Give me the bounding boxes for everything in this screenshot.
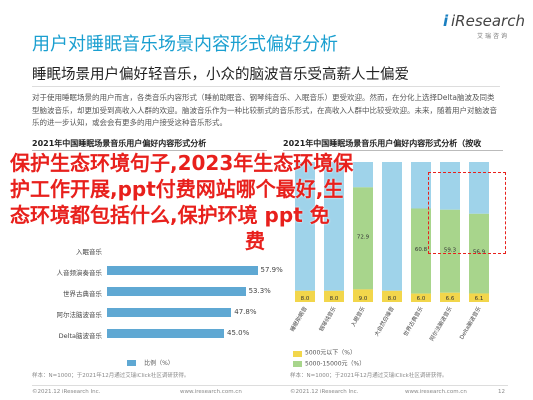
right-bar-low-value: 9.0 <box>359 296 368 302</box>
right-bar-mid-income <box>440 209 460 293</box>
left-bar <box>107 308 232 317</box>
left-bar-label: 入眠音乐 <box>76 248 102 256</box>
right-bar-low-value: 6.1 <box>475 296 484 302</box>
left-chart: 2021年中国睡眠场景音乐用户偏好内容形式分析 入眠音乐人音频演奏音乐 57.9%… <box>32 138 283 367</box>
logo-i-mark: i <box>443 12 449 30</box>
left-bar <box>107 287 246 296</box>
footer-left-site: www.iresearch.com.cn <box>180 389 242 395</box>
left-chart-bars: 入眠音乐人音频演奏音乐 57.9% 世界古典音乐 53.3% 阿尔法脑波音乐 47.8% D… <box>32 246 283 376</box>
left-chart-title: 2021年中国睡眠场景音乐用户偏好内容形式分析 <box>32 139 207 148</box>
right-bar-low-income <box>295 290 315 302</box>
right-bar-low-income <box>440 292 460 302</box>
left-bar-label: 世界古典音乐 <box>63 290 102 298</box>
right-bar-low-income <box>353 289 373 302</box>
footer-right-copyright: ©2021.12 iResearch Inc. <box>290 389 359 395</box>
logo-chinese: 艾瑞咨询 <box>477 33 510 40</box>
overlay-line-2: 护工作开展,ppt付费网站哪个最好,生 <box>10 177 344 201</box>
legend-label-mid-income: 5000-15000元（%） <box>305 360 366 367</box>
highlight-box <box>428 172 506 254</box>
right-chart-legend: 5000元以下（%） 5000-15000元（%） <box>293 348 365 369</box>
right-bar-low-value: 8.0 <box>330 296 339 302</box>
page-title: 用户对睡眠音乐场景内容形式偏好分析 <box>32 34 338 55</box>
overlay-line-4: 费 <box>245 229 265 253</box>
left-bar-label: Delta脑波音乐 <box>58 332 102 340</box>
right-bar-category-label: 阿尔法脑波音乐 <box>428 305 454 343</box>
legend-swatch-mid-income <box>293 361 302 367</box>
left-bar-value: 45.0% <box>227 329 250 337</box>
right-bar-low-value: 8.0 <box>301 296 310 302</box>
footer-left-copyright: ©2021.12 iResearch Inc. <box>32 389 101 395</box>
left-chart-note: 样本：N=1000；于2021年12月通过艾瑞iClick社区调研获得。 <box>32 373 190 379</box>
right-bar-category-label: 大自然白噪音 <box>372 305 396 338</box>
legend-swatch-low-income <box>293 350 302 357</box>
right-bar-mid-value: 59.3 <box>444 247 457 253</box>
left-chart-divider <box>32 150 267 151</box>
right-bar-category-label: 世界古典音乐 <box>401 305 425 338</box>
right-bar-category-label: 入眠音乐 <box>349 305 367 328</box>
right-bar-remainder <box>324 162 344 291</box>
overlay-text: 保护生态环境句子,2023年生态环境保 护工作开展,ppt付费网站哪个最好,生 … <box>10 150 500 254</box>
right-bar-mid-income <box>353 187 373 290</box>
right-bar-category-label: 钢琴纯音乐 <box>317 305 338 333</box>
logo-brand: iResearch <box>451 12 525 30</box>
right-chart-divider <box>283 150 503 151</box>
left-bar-label: 阿尔法脑波音乐 <box>56 311 103 319</box>
right-bar-remainder <box>295 162 315 291</box>
title-divider <box>32 86 500 87</box>
right-bar-category-label: Delta脑波音乐 <box>457 305 483 341</box>
body-paragraph: 对于使用睡眠场景的用户而言，各类音乐内容形式（睡前助眠音、钢琴纯音乐、入眠音乐）… <box>32 93 497 127</box>
right-bar-remainder <box>382 162 402 291</box>
right-bar-low-income <box>469 293 489 302</box>
legend-swatch-ratio <box>127 359 136 366</box>
iresearch-logo: i iResearch 艾瑞咨询 <box>443 12 525 52</box>
left-bar <box>107 266 258 275</box>
right-bar-mid-value: 60.8 <box>415 247 428 253</box>
left-bar-label: 人音频演奏音乐 <box>56 269 103 277</box>
right-bar-remainder <box>440 162 460 210</box>
left-bar-value: 57.9% <box>260 266 283 274</box>
right-bar-low-value: 6.6 <box>446 296 455 302</box>
overlay-line-3: 态环境都包括什么,保护环境 ppt 免 <box>10 203 330 227</box>
legend-label-ratio: 比例（%） <box>144 360 174 367</box>
legend-label-low-income: 5000元以下（%） <box>305 349 356 357</box>
right-bar-remainder <box>469 162 489 214</box>
right-bar-category-label: 睡眠助眠音 <box>288 305 309 333</box>
footer-right-site: www.iresearch.com.cn <box>405 389 467 395</box>
right-bar-low-income <box>411 293 431 302</box>
page-number: 12 <box>498 389 505 395</box>
left-bar-value: 47.8% <box>234 308 257 316</box>
right-bar-mid-income <box>411 208 431 294</box>
right-bar-mid-value: 72.9 <box>357 234 370 240</box>
right-bar-remainder <box>353 162 373 188</box>
right-bar-low-income <box>382 290 402 302</box>
right-chart-title: 2021年中国睡眠场景音乐用户偏好内容形式分析（按收 <box>283 139 482 148</box>
right-bar-low-income <box>324 290 344 302</box>
footer-divider <box>32 385 508 386</box>
left-chart-legend: 比例（%） <box>127 352 174 371</box>
right-bar-low-value: 8.0 <box>388 296 397 302</box>
page-subtitle: 睡眠场景用户偏好轻音乐，小众的脑波音乐受高薪人士偏爱 <box>32 67 409 83</box>
left-bar <box>107 329 224 338</box>
right-bar-mid-value: 56.9 <box>473 250 486 256</box>
right-bar-low-value: 6.0 <box>417 296 426 302</box>
overlay-line-1: 保护生态环境句子,2023年生态环境保 <box>10 151 354 175</box>
left-bar-value: 53.3% <box>248 287 271 295</box>
right-chart-note: 样本：N=1000；于2021年12月通过艾瑞iClick社区调研获得。 <box>290 373 448 379</box>
right-chart: 2021年中国睡眠场景音乐用户偏好内容形式分析（按收 8.0 睡眠助眠音 8.0 钢琴… <box>283 138 508 367</box>
right-bar-remainder <box>411 162 431 209</box>
